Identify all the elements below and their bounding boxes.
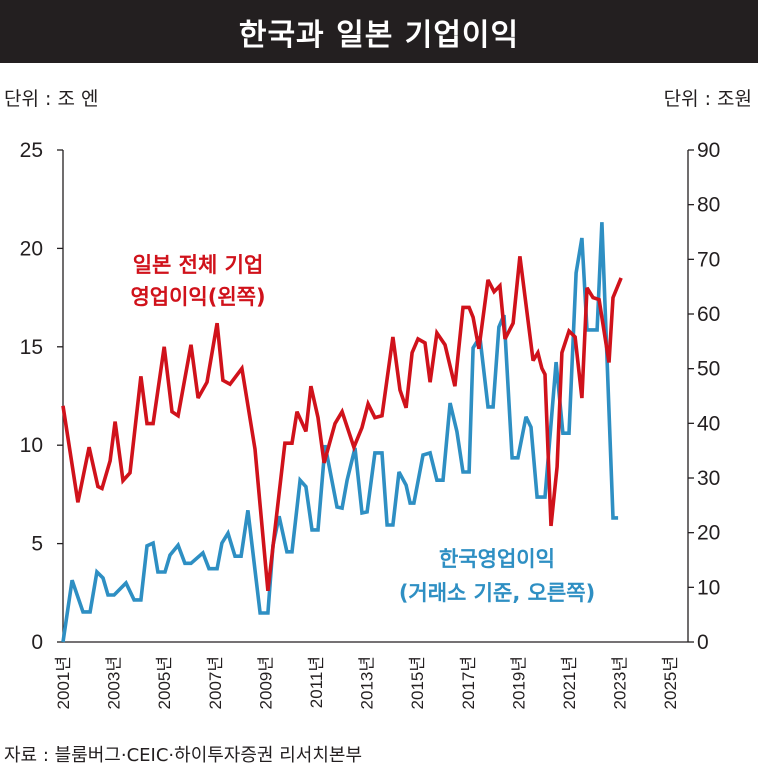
right-tick-label: 50 bbox=[697, 358, 720, 381]
right-tick-label: 90 bbox=[697, 139, 720, 162]
korea-label-line1: 한국영업이익 bbox=[439, 547, 555, 571]
x-tick-label: 2013년 bbox=[358, 656, 377, 709]
x-tick-label: 2015년 bbox=[408, 656, 427, 709]
x-tick-label: 2007년 bbox=[206, 656, 225, 709]
left-tick-label: 25 bbox=[20, 139, 43, 162]
left-axis-unit: 단위 : 조 엔 bbox=[4, 88, 99, 110]
x-tick-label: 2003년 bbox=[105, 656, 124, 709]
right-tick-label: 60 bbox=[697, 303, 720, 326]
x-tick-label: 2019년 bbox=[509, 656, 528, 709]
left-tick-label: 0 bbox=[31, 631, 43, 654]
right-tick-label: 80 bbox=[697, 194, 720, 217]
japan-operating-profit-line bbox=[61, 256, 623, 592]
x-tick-label: 2009년 bbox=[256, 656, 275, 709]
x-tick-label: 2025년 bbox=[661, 656, 680, 709]
right-tick-label: 10 bbox=[697, 576, 720, 599]
right-tick-label: 30 bbox=[697, 467, 720, 490]
x-tick-label: 2023년 bbox=[611, 656, 630, 709]
korea-operating-profit-line bbox=[61, 222, 619, 643]
right-axis-unit: 단위 : 조원 bbox=[663, 88, 752, 110]
japan-label-line1: 일본 전체 기업 bbox=[133, 253, 264, 277]
x-tick-label: 2017년 bbox=[459, 656, 478, 709]
left-tick-label: 5 bbox=[31, 533, 43, 556]
title-bar: 한국과 일본 기업이익 bbox=[0, 0, 758, 63]
left-tick-label: 15 bbox=[20, 336, 43, 359]
left-tick-label: 10 bbox=[20, 434, 43, 457]
left-tick-label: 20 bbox=[20, 237, 43, 260]
right-tick-label: 70 bbox=[697, 248, 720, 271]
axes: 0 5 10 15 20 25 0 10 20 30 40 50 60 70 80 90 2001년 2003년 2… bbox=[20, 139, 721, 709]
x-tick-label: 2021년 bbox=[560, 656, 579, 709]
japan-label-line2: 영업이익(왼쪽) bbox=[130, 285, 265, 309]
right-tick-label: 40 bbox=[697, 412, 720, 435]
source-note: 자료 : 블룸버그·CEIC·하이투자증권 리서치본부 bbox=[4, 745, 363, 766]
right-tick-label: 0 bbox=[697, 631, 709, 654]
x-tick-label: 2005년 bbox=[155, 656, 174, 709]
x-tick-label: 2001년 bbox=[54, 656, 73, 709]
right-tick-label: 20 bbox=[697, 522, 720, 545]
series-lines bbox=[61, 222, 623, 643]
korea-label-line2: (거래소 기준, 오른쪽) bbox=[399, 581, 595, 605]
x-tick-label: 2011년 bbox=[307, 656, 326, 708]
chart-title: 한국과 일본 기업이익 bbox=[238, 17, 520, 53]
